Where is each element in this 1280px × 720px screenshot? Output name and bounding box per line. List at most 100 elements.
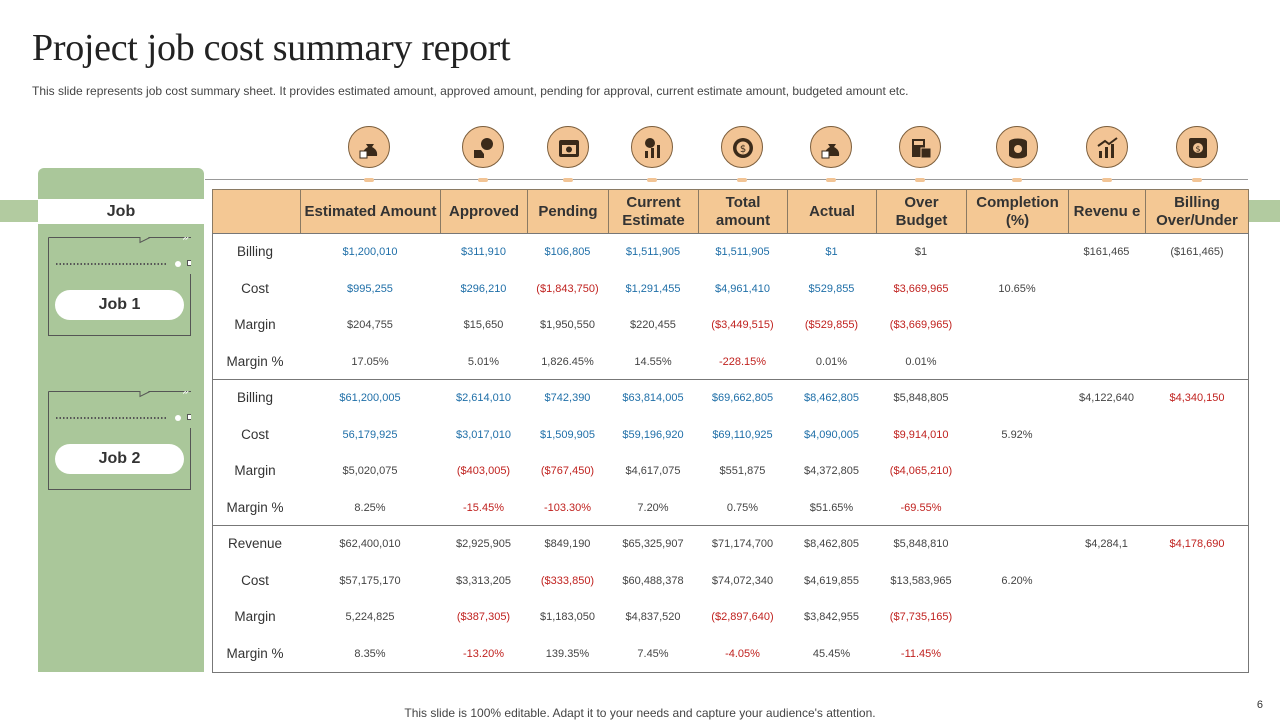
column-header: Billing Over/Under bbox=[1145, 189, 1248, 234]
icon-connector-tick bbox=[647, 178, 657, 182]
table-cell: ($161,465) bbox=[1170, 246, 1224, 258]
table-row: Margin 5,224,825 ($387,305) $1,183,050 $4,83… bbox=[212, 599, 1249, 635]
job-column-header: Job bbox=[38, 199, 204, 224]
table-cell: 8.35% bbox=[354, 647, 386, 660]
table-cell: $74,072,340 bbox=[711, 574, 774, 587]
table-cell: $3,017,010 bbox=[455, 428, 512, 441]
table-cell bbox=[1068, 453, 1145, 489]
icon-connector-tick bbox=[1192, 178, 1202, 182]
table-cell: $296,210 bbox=[460, 282, 507, 295]
table-cell: $1,183,050 bbox=[539, 611, 596, 624]
job-2-label: Job 2 bbox=[55, 444, 184, 474]
table-cell: $1,509,905 bbox=[539, 428, 596, 441]
table-cell: $204,755 bbox=[347, 319, 393, 332]
table-cell: ($3,669,965) bbox=[889, 319, 953, 332]
table-cell bbox=[966, 490, 1068, 526]
icon-connector-tick bbox=[364, 178, 374, 182]
table-cell: $4,090,005 bbox=[803, 428, 860, 441]
row-label: Billing bbox=[236, 390, 274, 405]
band-right bbox=[1249, 200, 1280, 222]
table-cell: 7.20% bbox=[637, 501, 669, 514]
table-header bbox=[212, 189, 1249, 234]
page-title: Project job cost summary report bbox=[32, 27, 511, 69]
coin-dollar-icon: $ bbox=[721, 126, 763, 168]
table-cell: $8,462,805 bbox=[803, 392, 860, 404]
band-left bbox=[0, 200, 38, 222]
page-subtitle: This slide represents job cost summary s… bbox=[32, 84, 909, 98]
page-number: 6 bbox=[1256, 699, 1263, 711]
column-header: Over Budget bbox=[876, 189, 966, 234]
table-cell: $15,650 bbox=[463, 319, 504, 332]
column-header: Current Estimate bbox=[608, 189, 698, 234]
table-cell: 0.75% bbox=[726, 501, 759, 514]
table-cell bbox=[1068, 563, 1145, 599]
table-row: Margin % 17.05% 5.01% 1,826.45% 14.55% -228.1… bbox=[212, 344, 1249, 380]
table-cell bbox=[966, 599, 1068, 635]
row-label: Margin bbox=[234, 317, 276, 333]
table-cell: 56,179,925 bbox=[342, 428, 398, 441]
table-cell bbox=[1145, 563, 1249, 599]
table-cell: -103.30% bbox=[543, 501, 592, 514]
table-cell: 45.45% bbox=[812, 647, 851, 660]
row-label: Margin % bbox=[226, 645, 284, 661]
table-cell: 139.35% bbox=[545, 647, 590, 660]
table-cell: $742,390 bbox=[544, 392, 591, 404]
table-cell: 5,224,825 bbox=[345, 611, 395, 624]
table-cell: $4,178,690 bbox=[1169, 538, 1225, 550]
svg-text:»: » bbox=[182, 391, 189, 398]
table-cell: $1,200,010 bbox=[342, 246, 398, 258]
table-cell: $4,340,150 bbox=[1169, 392, 1225, 404]
table-cell: ($7,735,165) bbox=[889, 611, 953, 624]
column-header: Pending bbox=[527, 189, 608, 234]
table-cell: -4.05% bbox=[725, 647, 760, 660]
table-cell: 0.01% bbox=[905, 355, 937, 368]
row-label: Cost bbox=[241, 572, 269, 588]
table-cell: $995,255 bbox=[347, 282, 393, 295]
table-cell: $62,400,010 bbox=[339, 538, 401, 550]
row-label: Billing bbox=[236, 244, 274, 259]
table-row: Cost $995,255 $296,210 ($1,843,750) $1,291,4… bbox=[212, 271, 1249, 307]
icon-connector-line bbox=[205, 179, 1248, 180]
table-cell: ($1,843,750) bbox=[536, 282, 599, 295]
table-cell: ($2,897,640) bbox=[711, 611, 774, 624]
billing-invoice-icon: $ bbox=[1176, 126, 1218, 168]
table-cell: $57,175,170 bbox=[339, 574, 401, 587]
table-cell: ($4,065,210) bbox=[889, 465, 953, 478]
table-cell: ($333,850) bbox=[540, 574, 595, 587]
table-cell: $849,190 bbox=[544, 538, 591, 550]
table-cell: -15.45% bbox=[463, 501, 504, 514]
row-label: Margin % bbox=[226, 499, 284, 515]
table-cell: $5,848,810 bbox=[893, 538, 949, 550]
table-cell: 5.01% bbox=[467, 355, 500, 368]
svg-text:»: » bbox=[182, 237, 189, 244]
icon-connector-tick bbox=[1102, 178, 1112, 182]
money-bag-icon bbox=[810, 126, 852, 168]
table-cell: $220,455 bbox=[630, 319, 676, 332]
table-row: Margin $5,020,075 ($403,005) ($767,450) $4,6… bbox=[212, 453, 1249, 489]
table-cell: 14.55% bbox=[634, 355, 672, 368]
table-cell: $1 bbox=[825, 246, 838, 258]
table-cell: $60,488,378 bbox=[622, 574, 684, 587]
job-1-frame: » bbox=[48, 237, 191, 336]
column-header: Actual bbox=[787, 189, 876, 234]
icon-connector-tick bbox=[1012, 178, 1022, 182]
table-cell: 8.25% bbox=[354, 501, 386, 514]
icon-connector-tick bbox=[826, 178, 836, 182]
budget-calculator-icon bbox=[899, 126, 941, 168]
table-cell: $69,662,805 bbox=[711, 392, 774, 404]
column-header: Revenu e bbox=[1068, 189, 1145, 234]
table-cell: $9,914,010 bbox=[893, 428, 949, 441]
table-row: Revenue $62,400,010 $2,925,905 $849,190 $65,… bbox=[212, 526, 1249, 562]
row-label: Revenue bbox=[227, 536, 283, 551]
table-cell: 6.20% bbox=[1001, 574, 1033, 587]
icon-connector-tick bbox=[915, 178, 925, 182]
table-cell: $551,875 bbox=[719, 465, 766, 478]
section-total bbox=[212, 525, 1249, 673]
table-cell: $3,842,955 bbox=[803, 611, 860, 624]
table-cell bbox=[1068, 417, 1145, 453]
table-cell: -69.55% bbox=[900, 501, 942, 514]
table-row: Billing $61,200,005 $2,614,010 $742,390 $63,… bbox=[212, 380, 1249, 416]
table-cell: $4,284,1 bbox=[1085, 538, 1128, 550]
table-cell bbox=[1145, 599, 1249, 635]
table-cell: $3,313,205 bbox=[455, 574, 512, 587]
